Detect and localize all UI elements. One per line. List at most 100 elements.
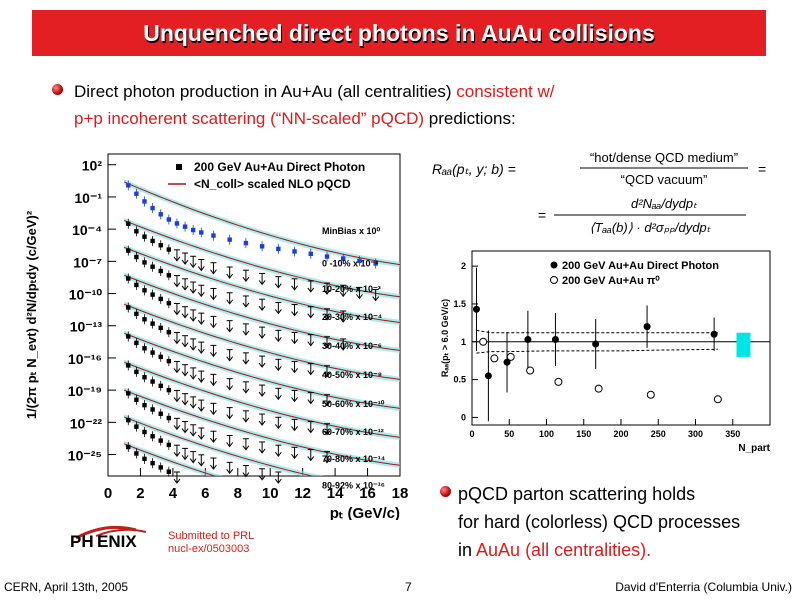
data-point [227, 237, 232, 242]
upper-limit-arrow [189, 403, 197, 409]
data-point [126, 276, 131, 281]
data-point [150, 292, 155, 297]
upper-limit-arrow [189, 316, 197, 322]
upper-limit-arrow [173, 478, 181, 484]
upper-limit-arrow [274, 451, 282, 458]
upper-limit-arrow [197, 461, 205, 467]
pi0-point [526, 366, 535, 375]
upper-limit-arrow [339, 345, 347, 351]
x-tick-label: 200 [613, 429, 628, 439]
legend-marker-photon [550, 261, 558, 269]
phenix-logo: PH ENIX [66, 520, 166, 560]
upper-limit-arrow [210, 464, 217, 470]
formula-num1: “hot/dense QCD medium” [590, 150, 738, 165]
upper-limit-arrow [173, 282, 181, 288]
upper-limit-arrow [242, 445, 250, 451]
upper-limit-arrow [197, 434, 205, 440]
upper-limit-arrow [242, 388, 250, 394]
upper-limit-arrow [210, 381, 217, 387]
photon-point [472, 305, 480, 313]
photon-point [592, 340, 600, 348]
data-point [158, 243, 163, 248]
data-point [166, 442, 172, 448]
data-point [166, 469, 172, 474]
intro-line2: predictions: [424, 109, 516, 128]
data-point [126, 417, 131, 423]
upper-limit-arrow [307, 341, 315, 347]
upper-limit-arrow [291, 368, 298, 374]
upper-limit-arrow [210, 295, 217, 301]
data-point [308, 251, 313, 257]
upper-limit-arrow [274, 478, 282, 484]
upper-limit-arrow [181, 259, 189, 265]
upper-limit-arrow [226, 327, 234, 333]
formula-den2: ⟨Tₐₐ(b)⟩ · d²σₚₚ/dydpₜ [589, 220, 711, 235]
data-point [259, 244, 265, 249]
y-tick-label: 10⁻²² [70, 415, 103, 431]
upper-limit-arrow [189, 288, 197, 294]
upper-limit-arrow [173, 256, 181, 262]
data-point [142, 317, 147, 322]
legend-marker [176, 164, 182, 170]
pqcd-curve [124, 332, 400, 409]
y-tick-label: 10⁻²⁵ [68, 448, 102, 464]
upper-limit-arrow [258, 391, 266, 397]
data-point [324, 254, 330, 259]
photon-point [643, 323, 651, 331]
photon-point [484, 372, 492, 380]
data-point [373, 261, 378, 266]
pi0-point [554, 377, 563, 386]
upper-limit-arrow [181, 428, 189, 434]
data-point [142, 429, 147, 435]
upper-limit-arrow [258, 362, 266, 368]
series-scale-label: 60-70% x 10⁻¹² [322, 427, 384, 437]
x-tick-label: 4 [169, 485, 178, 502]
band-lower [476, 348, 718, 354]
data-point [150, 407, 155, 412]
data-point [158, 465, 163, 470]
conclusion-line2: for hard (colorless) QCD processes [458, 512, 741, 532]
y-tick-label: 10² [82, 158, 103, 174]
upper-limit-arrow [242, 302, 250, 308]
data-point [134, 282, 139, 288]
series-scale-label: 20-30% x 10⁻⁴ [322, 312, 382, 322]
data-point [276, 246, 281, 252]
upper-limit-arrow [307, 428, 315, 434]
pqcd-band [124, 330, 400, 412]
y-tick-label: 10⁻⁷ [73, 254, 102, 270]
x-tick-label: 50 [504, 429, 514, 439]
conclusion-line1: pQCD parton scattering holds [458, 484, 696, 504]
plot-frame [107, 153, 401, 477]
photon-point [524, 336, 532, 344]
pqcd-curve [124, 389, 400, 466]
data-point [126, 183, 131, 188]
upper-limit-arrow [197, 266, 205, 272]
x-tick-label: 6 [201, 485, 209, 502]
series-scale-label: 30-40% x 10⁻⁶ [322, 341, 382, 351]
x-tick-label: 16 [359, 485, 376, 502]
data-point [134, 369, 139, 375]
legend-marker-pi0 [550, 276, 558, 284]
intro-line1-red: consistent w/ [456, 82, 555, 101]
pi0-point [490, 354, 499, 363]
upper-limit-arrow [274, 394, 282, 401]
upper-limit-arrow [210, 269, 217, 275]
footer-left: CERN, April 13th, 2005 [4, 580, 129, 594]
data-point [142, 260, 147, 265]
data-point [150, 350, 155, 355]
data-point [126, 334, 131, 339]
series-scale-label: 40-50% x 10⁻⁸ [322, 370, 382, 380]
upper-limit-arrow [242, 359, 250, 365]
series-scale-label: 0 -10% x 10⁻² [322, 258, 378, 268]
series-scale-label: 50-60% x 10⁻¹⁰ [322, 399, 385, 409]
footer-right: David d'Enterria (Columbia Univ.) [615, 580, 792, 594]
pqcd-band [124, 179, 400, 268]
data-point [126, 248, 131, 253]
upper-limit-arrow [291, 339, 298, 345]
upper-limit-arrow [291, 311, 298, 317]
x-tick-label: 0 [104, 485, 112, 502]
upper-limit-arrow [291, 454, 298, 460]
data-point [292, 249, 297, 254]
data-point [134, 340, 139, 346]
formula-den1: “QCD vacuum” [621, 172, 708, 187]
